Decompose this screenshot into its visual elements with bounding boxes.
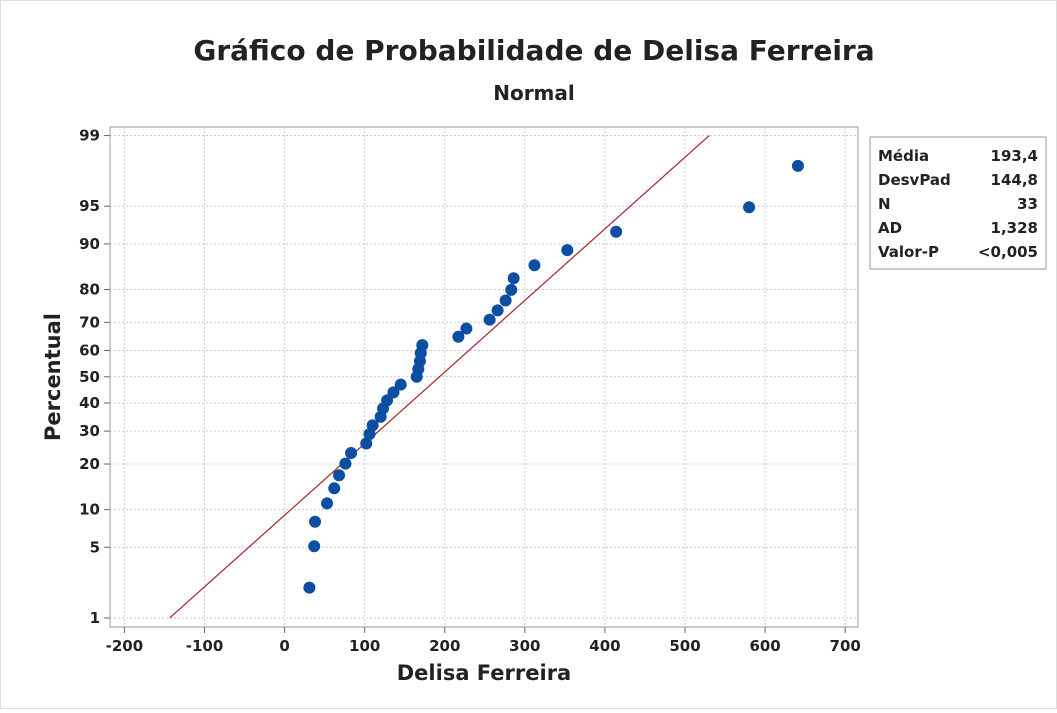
data-point <box>507 272 520 285</box>
data-point <box>321 497 334 510</box>
x-tick-label: 500 <box>669 637 700 655</box>
x-tick-label: -200 <box>106 637 144 655</box>
data-point <box>561 244 574 257</box>
data-point <box>333 469 346 482</box>
data-point <box>303 581 316 594</box>
data-point <box>499 294 512 307</box>
stats-name: DesvPad <box>878 171 951 189</box>
data-point <box>528 259 541 272</box>
y-tick-label: 20 <box>79 455 100 473</box>
x-axis-label: Delisa Ferreira <box>397 661 571 685</box>
fit-line <box>169 135 710 619</box>
x-tick-label: 700 <box>830 637 861 655</box>
x-tick-label: 200 <box>429 637 460 655</box>
stats-value: 1,328 <box>991 219 1038 237</box>
data-point <box>416 339 429 352</box>
stats-name: AD <box>878 219 902 237</box>
data-point <box>491 304 504 317</box>
stats-name: N <box>878 195 891 213</box>
data-point <box>339 457 352 470</box>
y-axis-label: Percentual <box>41 313 65 441</box>
data-point <box>483 313 496 326</box>
y-tick-label: 30 <box>79 422 100 440</box>
x-tick-label: 100 <box>349 637 380 655</box>
data-point <box>328 482 341 495</box>
stats-value: <0,005 <box>978 243 1038 261</box>
y-tick-label: 40 <box>79 394 100 412</box>
y-tick-label: 10 <box>79 501 100 519</box>
data-point <box>610 225 623 238</box>
data-point <box>387 386 400 399</box>
data-point <box>309 515 322 528</box>
stats-name: Valor-P <box>878 243 939 261</box>
y-tick-label: 60 <box>79 341 100 359</box>
data-point <box>791 159 804 172</box>
data-point <box>345 447 358 460</box>
stats-box <box>869 136 1047 270</box>
stats-value: 193,4 <box>991 147 1038 165</box>
x-tick-label: 0 <box>279 637 289 655</box>
stats-value: 144,8 <box>991 171 1038 189</box>
data-point <box>394 378 407 391</box>
chart-title: Gráfico de Probabilidade de Delisa Ferre… <box>193 34 874 67</box>
x-tick-label: 400 <box>589 637 620 655</box>
y-tick-label: 95 <box>79 197 100 215</box>
y-tick-label: 80 <box>79 281 100 299</box>
data-point <box>452 330 465 343</box>
y-tick-label: 99 <box>79 127 100 145</box>
data-point <box>366 419 379 432</box>
y-tick-label: 90 <box>79 235 100 253</box>
data-point <box>381 394 394 407</box>
data-point <box>743 201 756 214</box>
data-point <box>505 283 518 296</box>
x-tick-label: 600 <box>749 637 780 655</box>
x-tick-label: -100 <box>186 637 224 655</box>
data-point <box>460 322 473 335</box>
data-point <box>308 540 321 553</box>
x-tick-label: 300 <box>509 637 540 655</box>
y-tick-label: 5 <box>90 538 100 556</box>
y-tick-label: 70 <box>79 313 100 331</box>
chart-subtitle: Normal <box>493 81 575 105</box>
y-tick-label: 1 <box>90 609 100 627</box>
stats-value: 33 <box>1017 195 1038 213</box>
stats-name: Média <box>878 147 929 165</box>
y-tick-label: 50 <box>79 368 100 386</box>
data-point <box>360 437 373 450</box>
